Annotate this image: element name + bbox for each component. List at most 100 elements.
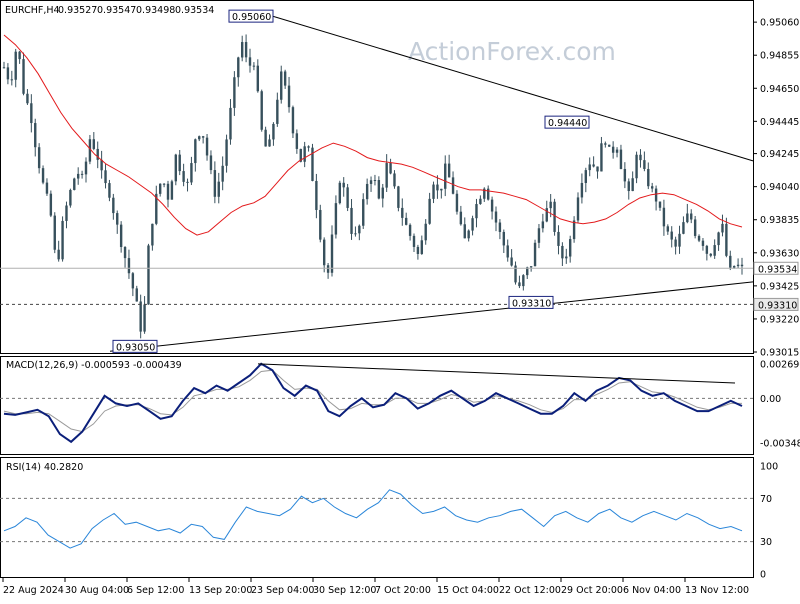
candle-body (283, 71, 287, 86)
candle-body (662, 207, 666, 227)
candle-body (444, 163, 447, 189)
candle-body (643, 160, 646, 169)
ohlc-close: 0.93534 (175, 5, 214, 16)
candle-body (623, 168, 627, 182)
candle-body (686, 213, 689, 223)
candle-body (604, 143, 607, 145)
candle-body (611, 146, 615, 153)
candle-body (268, 139, 271, 147)
candle-body (276, 99, 279, 124)
candle-body (545, 208, 548, 222)
price-axis-label: 0.94650 (760, 84, 799, 95)
candle-body (385, 163, 388, 188)
time-axis-label: 22 Oct 12:00 (499, 585, 561, 596)
candle-body (674, 239, 677, 247)
candle-body (432, 184, 435, 199)
candle-body (697, 235, 701, 241)
candle-body (213, 170, 217, 197)
candle-body (240, 42, 244, 58)
price-annotation-label: 0.93310 (512, 298, 551, 309)
candle-body (14, 51, 17, 80)
candle-body (483, 188, 486, 199)
candle-body (740, 264, 744, 267)
candle-body (248, 57, 252, 66)
candle-body (451, 177, 455, 194)
candle-body (260, 91, 263, 130)
candle-body (233, 77, 236, 108)
candle-body (404, 217, 408, 225)
candle-body (30, 103, 33, 124)
candle-body (350, 207, 353, 234)
candle-body (322, 239, 326, 266)
ohlc-high: 0.93547 (97, 5, 136, 16)
time-axis-label: 30 Sep 12:00 (313, 585, 376, 596)
time-axis-label: 13 Nov 12:00 (685, 585, 749, 596)
rsi-panel-frame (0, 457, 754, 578)
candle-body (424, 223, 427, 241)
price-annotation-label: 0.95060 (232, 12, 271, 23)
time-axis-label: 29 Oct 20:00 (561, 585, 623, 596)
candle-body (116, 213, 119, 225)
candle-body (201, 136, 205, 138)
candle-body (553, 201, 556, 232)
time-axis-label: 6 Nov 04:00 (623, 585, 681, 596)
axis-layer: 0.95060 0.94855 0.94650 0.94445 0.94245 0.940… (2, 18, 800, 596)
price-annotation-box (228, 9, 274, 23)
macd-axis-label: 0.002696 (760, 359, 800, 370)
candle-body (467, 230, 470, 239)
candle-body (57, 249, 60, 260)
candle-body (498, 222, 502, 232)
candle-body (334, 203, 338, 235)
time-axis-label: 7 Oct 20:00 (375, 585, 431, 596)
candle-body (565, 256, 568, 259)
candle-body (701, 240, 705, 246)
candle-body (518, 282, 521, 287)
candle-body (143, 304, 146, 332)
candle-body (455, 193, 459, 212)
candle-body (108, 183, 111, 198)
candle-body (709, 253, 712, 256)
candle-body (131, 273, 135, 289)
current-price-label: 0.93534 (758, 264, 797, 275)
candle-body (369, 180, 373, 184)
candle-body (447, 163, 451, 178)
candle-body (174, 154, 178, 182)
candle-body (619, 149, 623, 169)
candle-body (647, 168, 650, 187)
candle-body (244, 42, 248, 58)
time-axis-label: 15 Oct 04:00 (437, 585, 499, 596)
time-axis-label: 23 Sep 04:00 (251, 585, 314, 596)
candle-body (151, 223, 154, 246)
candle-body (479, 198, 482, 205)
candle-body (584, 170, 588, 183)
watermark: ActionForex.com (408, 37, 616, 66)
price-axis-label: 0.93015 (760, 348, 799, 359)
candle-body (362, 199, 365, 226)
candle-body (209, 155, 213, 171)
ema-line (3, 34, 743, 236)
candle-body (162, 183, 166, 185)
candle-body (514, 265, 517, 283)
candle-body (135, 288, 138, 302)
candle-body (522, 275, 525, 287)
candle-body (186, 181, 189, 183)
candle-body (256, 65, 260, 92)
candle-body (541, 221, 545, 229)
candle-body (412, 235, 416, 247)
candle-body (80, 173, 84, 175)
macd-panel-frame (0, 356, 754, 455)
candle-body (18, 51, 21, 60)
candle-body (506, 245, 509, 258)
candle-body (572, 220, 576, 240)
candle-body (127, 258, 131, 274)
candle-body (342, 182, 345, 188)
candle-body (475, 204, 478, 219)
candle-body (397, 186, 400, 208)
candle-body (338, 182, 342, 204)
candle-body (84, 161, 88, 175)
macd-title: MACD(12,26,9) -0.000593 -0.000439 (6, 360, 182, 371)
candle-body (420, 240, 424, 254)
candle-body (401, 207, 404, 218)
